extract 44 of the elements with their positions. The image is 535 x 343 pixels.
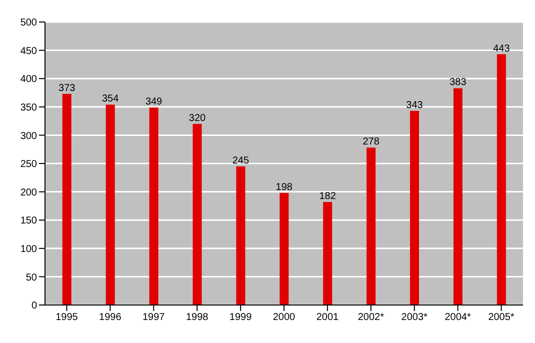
y-tick-label: 200 [20, 187, 38, 198]
y-tick-label: 450 [20, 46, 38, 57]
y-tick-label: 350 [20, 102, 38, 114]
bar [410, 110, 420, 305]
bar [62, 94, 72, 305]
data-label: 373 [58, 82, 76, 94]
data-label: 320 [188, 112, 206, 124]
bar [192, 124, 202, 305]
x-tick-label: 1999 [229, 312, 252, 324]
bar [106, 104, 115, 305]
x-tick-label: 2004* [444, 312, 471, 324]
y-tick-label: 500 [20, 18, 38, 29]
bar [323, 202, 332, 305]
data-label: 443 [493, 43, 510, 54]
bar [149, 107, 158, 305]
y-tick-label: 400 [20, 74, 38, 86]
x-tick-label: 2003* [401, 312, 428, 324]
y-tick-label: 150 [20, 216, 38, 227]
bar [453, 88, 462, 305]
data-label: 198 [276, 182, 293, 193]
x-tick-label: 2002* [358, 312, 384, 324]
y-tick-label: 300 [20, 130, 38, 142]
x-tick-label: 1998 [186, 312, 209, 324]
x-tick-label: 1997 [142, 312, 166, 324]
data-label: 383 [450, 77, 467, 88]
data-label: 182 [319, 190, 336, 202]
data-label: 343 [406, 100, 424, 111]
y-tick-label: 50 [26, 272, 38, 284]
data-label: 245 [232, 155, 250, 166]
data-label: 354 [102, 94, 120, 105]
x-tick-label: 1996 [99, 312, 122, 324]
y-tick-label: 100 [20, 244, 38, 255]
bar [236, 166, 246, 305]
bar [280, 192, 289, 305]
y-tick-label: 250 [20, 159, 38, 170]
bar [366, 148, 376, 305]
y-tick-label: 0 [31, 300, 38, 312]
x-tick-label: 2001 [316, 312, 340, 324]
x-tick-label: 2000 [272, 312, 296, 324]
data-label: 349 [145, 96, 163, 108]
x-tick-label: 1995 [56, 312, 78, 324]
bar [496, 54, 506, 305]
x-tick-label: 2005* [488, 312, 514, 324]
data-label: 278 [362, 136, 380, 148]
